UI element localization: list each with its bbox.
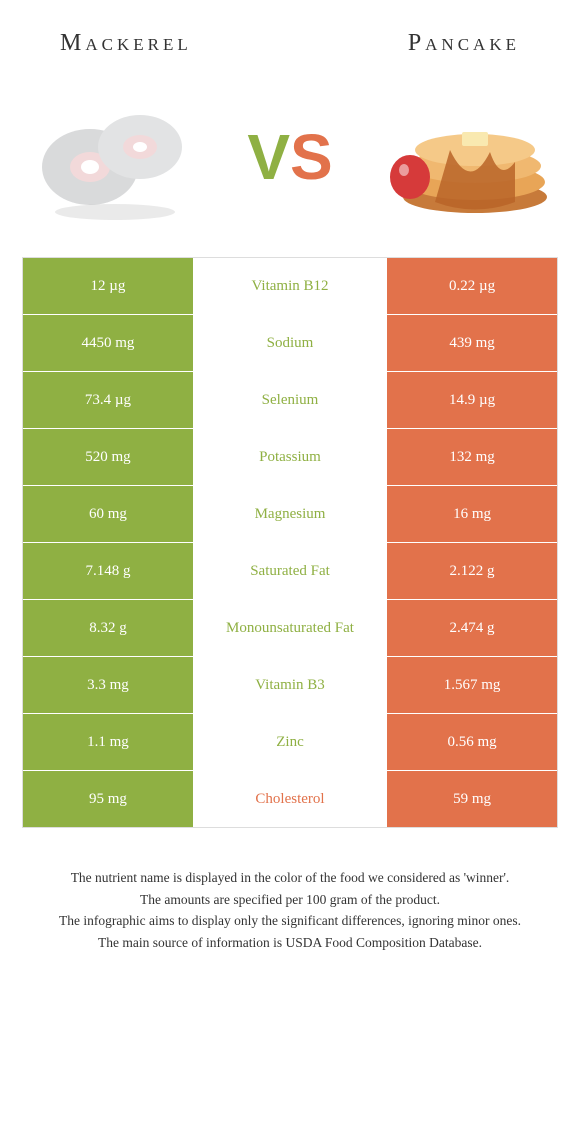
nutrient-label-cell: Cholesterol <box>194 771 386 827</box>
right-food-title: Pancake <box>408 30 520 57</box>
right-value-cell: 59 mg <box>386 771 557 827</box>
nutrient-label-cell: Magnesium <box>194 486 386 542</box>
table-row: 7.148 gSaturated Fat2.122 g <box>23 542 557 599</box>
right-value-cell: 14.9 µg <box>386 372 557 428</box>
left-value-cell: 7.148 g <box>23 543 194 599</box>
vs-label: VS <box>247 120 332 194</box>
left-value-cell: 12 µg <box>23 258 194 314</box>
nutrient-label-cell: Potassium <box>194 429 386 485</box>
nutrient-label-cell: Vitamin B3 <box>194 657 386 713</box>
right-food-image <box>380 87 550 227</box>
table-row: 8.32 gMonounsaturated Fat2.474 g <box>23 599 557 656</box>
footer-line-4: The main source of information is USDA F… <box>30 933 550 953</box>
header: Mackerel Pancake <box>0 0 580 67</box>
left-value-cell: 520 mg <box>23 429 194 485</box>
nutrient-label-cell: Zinc <box>194 714 386 770</box>
table-row: 95 mgCholesterol59 mg <box>23 770 557 827</box>
right-value-cell: 0.22 µg <box>386 258 557 314</box>
nutrient-label-cell: Monounsaturated Fat <box>194 600 386 656</box>
table-row: 3.3 mgVitamin B31.567 mg <box>23 656 557 713</box>
footer-line-2: The amounts are specified per 100 gram o… <box>30 890 550 910</box>
right-value-cell: 1.567 mg <box>386 657 557 713</box>
table-row: 60 mgMagnesium16 mg <box>23 485 557 542</box>
hero-row: VS <box>0 67 580 257</box>
left-food-title: Mackerel <box>60 30 192 57</box>
left-food-image <box>30 87 200 227</box>
pancake-icon <box>380 92 550 222</box>
left-value-cell: 73.4 µg <box>23 372 194 428</box>
left-value-cell: 60 mg <box>23 486 194 542</box>
footer-notes: The nutrient name is displayed in the co… <box>0 828 580 974</box>
right-value-cell: 2.474 g <box>386 600 557 656</box>
vs-s: S <box>290 121 333 193</box>
nutrient-label-cell: Vitamin B12 <box>194 258 386 314</box>
right-value-cell: 132 mg <box>386 429 557 485</box>
left-value-cell: 3.3 mg <box>23 657 194 713</box>
table-row: 520 mgPotassium132 mg <box>23 428 557 485</box>
right-value-cell: 439 mg <box>386 315 557 371</box>
right-value-cell: 16 mg <box>386 486 557 542</box>
left-value-cell: 8.32 g <box>23 600 194 656</box>
left-value-cell: 1.1 mg <box>23 714 194 770</box>
nutrient-table: 12 µgVitamin B120.22 µg4450 mgSodium439 … <box>22 257 558 828</box>
vs-v: V <box>247 121 290 193</box>
left-value-cell: 95 mg <box>23 771 194 827</box>
mackerel-icon <box>30 92 200 222</box>
footer-line-1: The nutrient name is displayed in the co… <box>30 868 550 888</box>
table-row: 4450 mgSodium439 mg <box>23 314 557 371</box>
left-value-cell: 4450 mg <box>23 315 194 371</box>
table-row: 12 µgVitamin B120.22 µg <box>23 258 557 314</box>
right-value-cell: 0.56 mg <box>386 714 557 770</box>
nutrient-label-cell: Saturated Fat <box>194 543 386 599</box>
table-row: 1.1 mgZinc0.56 mg <box>23 713 557 770</box>
nutrient-label-cell: Sodium <box>194 315 386 371</box>
table-row: 73.4 µgSelenium14.9 µg <box>23 371 557 428</box>
right-value-cell: 2.122 g <box>386 543 557 599</box>
footer-line-3: The infographic aims to display only the… <box>30 911 550 931</box>
nutrient-label-cell: Selenium <box>194 372 386 428</box>
